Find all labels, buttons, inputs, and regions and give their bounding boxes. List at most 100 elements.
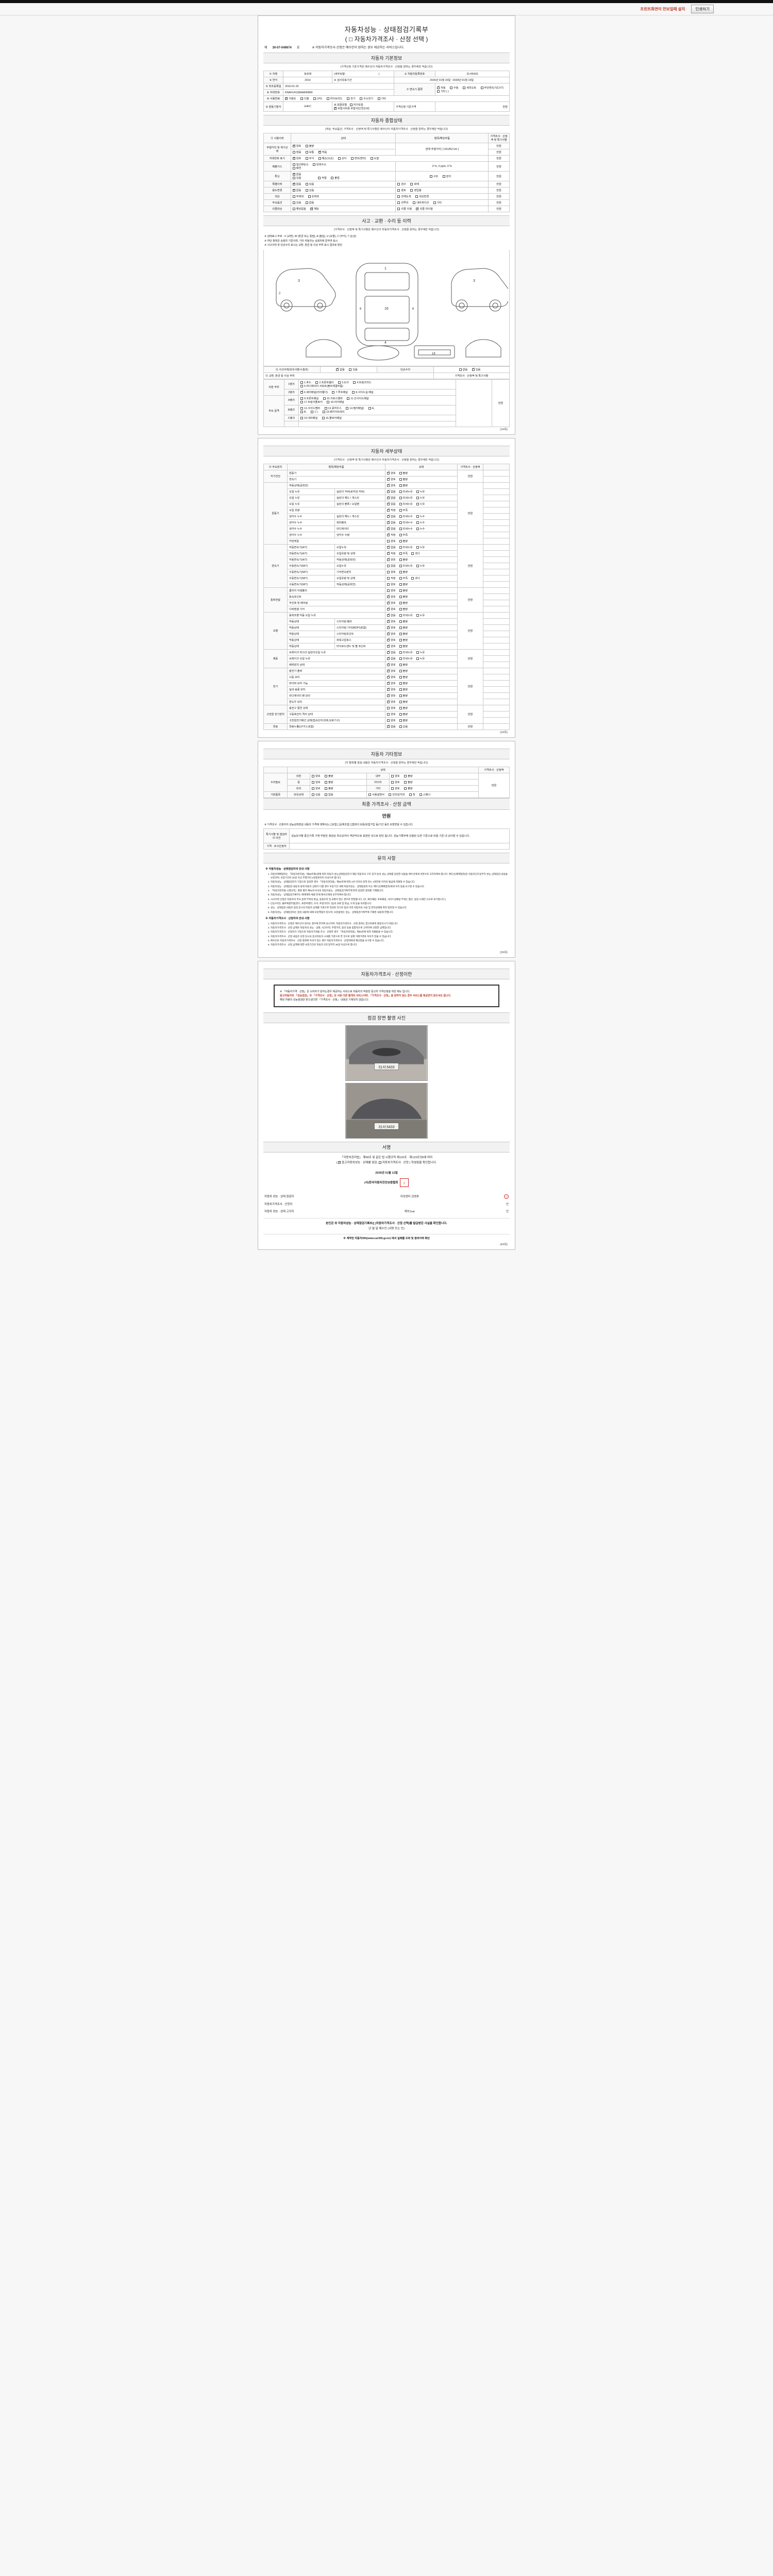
checkbox-icon[interactable] — [399, 552, 402, 555]
fuel-opt[interactable]: 하이브리드 — [326, 97, 343, 100]
checkbox-icon[interactable] — [323, 397, 326, 400]
checkbox-icon[interactable] — [399, 564, 402, 567]
checkbox-icon[interactable] — [292, 177, 295, 179]
checkbox-icon[interactable] — [399, 490, 402, 493]
checkbox-icon[interactable] — [399, 614, 402, 617]
state-opt[interactable]: 전체도색 — [397, 195, 411, 198]
checkbox-icon[interactable] — [397, 201, 400, 204]
checkbox-icon[interactable] — [338, 157, 341, 160]
checkbox-icon[interactable] — [387, 724, 390, 728]
checkbox-icon[interactable] — [399, 601, 402, 604]
checkbox-icon[interactable] — [292, 151, 295, 154]
state-opt[interactable]: 스패너 — [419, 793, 430, 796]
part-opt[interactable]: 17.트렁크플로어 — [300, 400, 323, 404]
state-opt[interactable]: 네비게이션 — [413, 201, 429, 205]
state-opt[interactable]: 누유 — [416, 546, 425, 549]
state-opt[interactable]: 있음 — [292, 176, 301, 180]
fuel-opt[interactable]: 가솔린 — [285, 97, 296, 100]
checkbox-icon[interactable] — [387, 477, 390, 481]
checkbox-icon[interactable] — [399, 663, 402, 666]
state-opt[interactable]: 누수 — [416, 515, 425, 518]
checkbox-icon[interactable] — [334, 107, 337, 110]
checkbox-icon[interactable] — [399, 725, 402, 728]
checkbox-icon[interactable] — [292, 189, 296, 192]
checkbox-icon[interactable] — [399, 675, 402, 679]
checkbox-icon[interactable] — [387, 514, 390, 518]
state-opt[interactable]: 기타 — [433, 201, 442, 205]
fuel-opt[interactable]: 디젤 — [300, 97, 309, 100]
state-opt[interactable]: 미세누수 — [399, 515, 413, 518]
checkbox-icon[interactable] — [387, 644, 390, 648]
checkbox-icon[interactable] — [368, 406, 371, 410]
checkbox-icon[interactable] — [399, 657, 402, 660]
state-opt[interactable]: 없음 — [292, 189, 301, 192]
state-opt[interactable]: 양호 — [387, 619, 396, 623]
part-opt[interactable]: 3.도어 — [338, 381, 349, 384]
checkbox-icon[interactable] — [300, 406, 303, 410]
part-opt[interactable]: 18.리어패널 — [327, 400, 344, 404]
state-opt[interactable]: 해당없음 — [292, 207, 306, 211]
state-opt[interactable]: 불량 — [399, 663, 408, 667]
state-opt[interactable]: 구조 — [429, 175, 438, 178]
checkbox-icon[interactable] — [399, 478, 402, 481]
checkbox-icon[interactable] — [399, 595, 402, 598]
state-opt[interactable]: 부족 — [399, 552, 408, 555]
checkbox-icon[interactable] — [353, 381, 356, 384]
state-opt[interactable]: 불량 — [399, 570, 408, 574]
state-opt[interactable]: 양호 — [387, 687, 396, 691]
checkbox-icon[interactable] — [305, 157, 308, 160]
checkbox-icon[interactable] — [387, 545, 390, 549]
state-opt[interactable]: 불량 — [399, 620, 408, 623]
checkbox-icon[interactable] — [313, 97, 316, 100]
checkbox-icon[interactable] — [416, 614, 419, 617]
checkbox-icon[interactable] — [292, 195, 295, 198]
checkbox-icon[interactable] — [413, 201, 416, 204]
checkbox-icon[interactable] — [292, 157, 296, 160]
state-opt[interactable]: 누유 — [416, 502, 425, 506]
state-opt[interactable]: 사용설명서 — [368, 793, 384, 796]
state-opt[interactable]: 유채색 — [308, 195, 319, 198]
state-opt[interactable]: 있음 — [349, 368, 358, 371]
checkbox-icon[interactable] — [300, 97, 303, 100]
fuel-opt[interactable]: 수소전기 — [359, 97, 373, 100]
checkbox-icon[interactable] — [399, 682, 402, 685]
checkbox-icon[interactable] — [416, 490, 419, 493]
state-opt[interactable]: 안전삼각대 — [389, 793, 405, 796]
checkbox-icon[interactable] — [292, 167, 295, 170]
state-opt[interactable]: 불량 — [399, 694, 408, 698]
state-opt[interactable]: 양호 — [391, 774, 400, 778]
part-opt[interactable]: 4.트렁크리드 — [353, 381, 372, 384]
checkbox-icon[interactable] — [409, 793, 412, 796]
checkbox-icon[interactable] — [387, 687, 390, 691]
state-opt[interactable]: 훼손(오손) — [318, 157, 333, 160]
checkbox-icon[interactable] — [391, 774, 394, 777]
checkbox-icon[interactable] — [325, 774, 327, 777]
checkbox-icon[interactable] — [387, 601, 390, 604]
part-opt[interactable]: A, — [368, 406, 375, 410]
state-opt[interactable]: 양호 — [387, 663, 396, 667]
state-opt[interactable]: 없음 — [387, 656, 396, 660]
state-opt[interactable]: 없음 — [387, 502, 396, 506]
checkbox-icon[interactable] — [399, 577, 402, 580]
state-opt[interactable]: 불량 — [399, 583, 408, 586]
state-opt[interactable]: 렌트 — [397, 189, 406, 192]
checkbox-icon[interactable] — [399, 484, 402, 487]
state-opt[interactable]: 없음 — [387, 496, 396, 500]
checkbox-icon[interactable] — [416, 651, 419, 654]
checkbox-icon[interactable] — [399, 527, 402, 530]
part-opt[interactable]: 2.프론트휀더 — [315, 381, 334, 384]
state-opt[interactable]: 화재 — [410, 182, 419, 186]
checkbox-icon[interactable] — [325, 781, 327, 784]
checkbox-icon[interactable] — [292, 201, 295, 204]
part-opt[interactable]: 14.필러패널( — [346, 406, 364, 410]
state-opt[interactable]: 없음 — [336, 367, 345, 371]
checkbox-icon[interactable] — [387, 471, 390, 474]
state-opt[interactable]: 불량 — [399, 638, 408, 642]
state-opt[interactable]: 미세누유 — [399, 490, 413, 494]
state-opt[interactable]: 불량 — [404, 781, 413, 784]
checkbox-icon[interactable] — [399, 546, 402, 549]
state-opt[interactable]: 불량 — [399, 688, 408, 691]
state-opt[interactable]: 불량 — [399, 713, 408, 716]
state-opt[interactable]: 미세누수 — [399, 521, 413, 524]
state-opt[interactable]: 양호 — [387, 719, 396, 722]
